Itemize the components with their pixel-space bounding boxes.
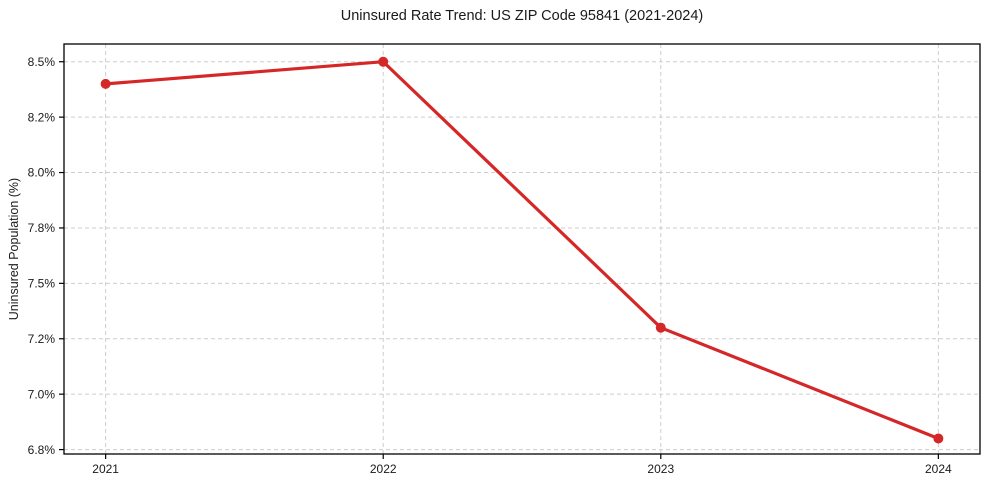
y-tick-label: 7.5% — [28, 277, 56, 291]
chart-title: Uninsured Rate Trend: US ZIP Code 95841 … — [340, 8, 704, 24]
data-point-2022 — [378, 56, 389, 67]
data-point-2024 — [933, 433, 944, 444]
x-tick-label: 2021 — [92, 462, 119, 476]
y-tick-label: 8.0% — [28, 166, 56, 180]
trend-line — [104, 60, 940, 441]
x-tick-label: 2024 — [925, 462, 952, 476]
y-tick-label: 7.0% — [28, 387, 56, 401]
y-tick-label: 6.8% — [28, 443, 56, 457]
x-tick-label: 2023 — [647, 462, 674, 476]
plot-border — [63, 43, 981, 455]
x-tick-label: 2022 — [370, 462, 397, 476]
data-point-2023 — [655, 322, 666, 333]
y-tick-label: 7.8% — [28, 221, 56, 235]
y-tick-label: 8.5% — [28, 55, 56, 69]
y-tick-label: 7.2% — [28, 332, 56, 346]
data-point-2021 — [100, 78, 111, 89]
y-tick-label: 8.2% — [28, 110, 56, 124]
